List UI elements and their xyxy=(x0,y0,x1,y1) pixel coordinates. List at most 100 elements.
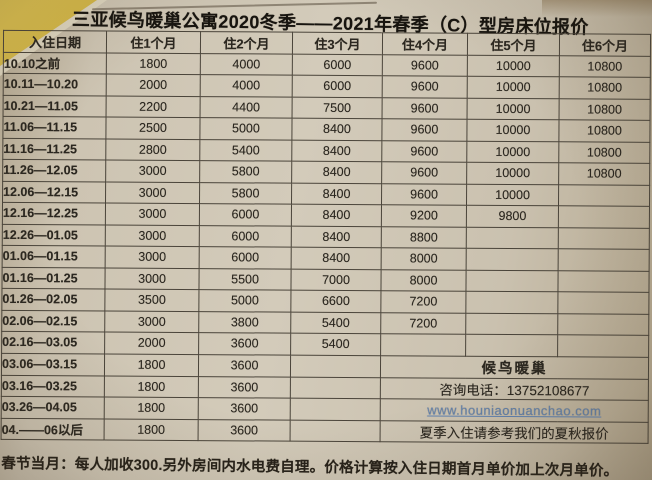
price-cell xyxy=(290,376,381,399)
date-cell: 12.26—01.05 xyxy=(2,223,106,247)
price-cell: 10000 xyxy=(466,119,560,142)
price-cell: 9600 xyxy=(381,140,467,163)
price-cell: 10800 xyxy=(559,55,651,78)
date-cell: 12.06—12.15 xyxy=(2,180,106,204)
price-cell: 7000 xyxy=(290,268,382,291)
price-cell: 10800 xyxy=(558,141,650,164)
price-cell: 9800 xyxy=(466,205,559,228)
price-cell: 9600 xyxy=(382,97,468,120)
price-cell: 9600 xyxy=(381,161,467,184)
date-cell: 02.06—02.15 xyxy=(1,309,105,333)
date-cell: 01.06—01.15 xyxy=(2,245,106,268)
price-cell: 10000 xyxy=(466,162,559,185)
column-header-3: 住2个月 xyxy=(200,31,293,54)
date-cell: 01.16—01.25 xyxy=(1,266,106,290)
price-cell xyxy=(557,334,649,357)
price-cell: 7200 xyxy=(380,312,466,335)
price-cell: 8800 xyxy=(381,226,467,249)
column-header-7: 住6个月 xyxy=(559,33,651,56)
price-cell: 3000 xyxy=(105,224,200,247)
price-cell: 4000 xyxy=(200,74,293,97)
price-cell: 3600 xyxy=(198,354,291,377)
top-right-shadow xyxy=(542,0,652,20)
price-cell: 5000 xyxy=(199,117,293,140)
price-table: 入住日期 住1个月 住2个月 住3个月 住4个月 住5个月 住6个月 10.10之前 1800 4… xyxy=(1,30,651,444)
price-cell: 1800 xyxy=(106,52,201,75)
price-cell: 2200 xyxy=(106,95,201,118)
price-cell: 8400 xyxy=(291,204,382,227)
price-cell: 6000 xyxy=(292,53,383,76)
price-cell xyxy=(557,291,649,314)
summer-season-note: 夏季入住请参考我们的夏秋报价 xyxy=(380,420,649,444)
price-cell: 10000 xyxy=(466,183,559,206)
price-cell: 10800 xyxy=(558,162,650,185)
price-cell: 6000 xyxy=(199,246,292,269)
price-cell xyxy=(290,398,381,421)
price-cell xyxy=(465,312,558,335)
date-cell: 03.06—03.15 xyxy=(1,352,105,376)
price-cell: 5400 xyxy=(199,139,292,162)
price-cell: 8000 xyxy=(380,269,467,292)
price-cell xyxy=(558,205,650,228)
website-link: www.houniaonuanchao.com xyxy=(380,398,649,422)
price-cell: 10800 xyxy=(558,119,651,142)
price-cell: 3000 xyxy=(105,203,200,226)
date-cell: 11.06—11.15 xyxy=(2,116,107,139)
price-cell: 3000 xyxy=(105,181,200,204)
price-cell xyxy=(290,419,381,442)
date-cell: 02.16—03.05 xyxy=(1,331,105,354)
price-cell: 3600 xyxy=(198,376,291,399)
price-cell: 2000 xyxy=(104,332,199,355)
price-cell: 1800 xyxy=(104,353,199,377)
price-cell xyxy=(557,270,650,293)
price-cell: 2800 xyxy=(105,138,200,161)
price-cell xyxy=(466,248,559,271)
price-cell: 10000 xyxy=(467,97,560,120)
column-header-4: 住3个月 xyxy=(292,32,383,55)
date-cell: 11.16—11.25 xyxy=(2,137,106,161)
price-cell xyxy=(290,354,381,378)
price-cell: 7500 xyxy=(292,96,383,119)
price-cell: 6000 xyxy=(292,75,383,98)
price-cell: 1800 xyxy=(104,375,199,398)
price-cell: 5500 xyxy=(198,268,292,291)
price-cell: 10800 xyxy=(559,76,651,99)
price-cell: 6000 xyxy=(199,203,292,226)
price-cell: 5800 xyxy=(199,182,292,205)
column-header-2: 住1个月 xyxy=(106,31,201,54)
price-cell: 5400 xyxy=(290,311,381,334)
price-cell: 9600 xyxy=(382,75,468,98)
date-cell: 11.26—12.05 xyxy=(2,159,106,182)
price-cell: 4400 xyxy=(200,96,293,119)
price-cell: 1800 xyxy=(104,418,199,441)
column-header-1: 入住日期 xyxy=(3,30,107,53)
price-cell: 8400 xyxy=(291,118,383,141)
price-cell: 8400 xyxy=(291,247,382,270)
price-cell: 4000 xyxy=(200,53,293,76)
phone-number: 咨询电话：13752108677 xyxy=(380,377,649,401)
price-cell: 9600 xyxy=(382,54,468,77)
price-cell: 9600 xyxy=(381,183,467,206)
price-cell: 8000 xyxy=(381,247,467,270)
date-cell: 12.16—12.25 xyxy=(2,202,106,225)
price-cell xyxy=(558,227,650,250)
price-cell xyxy=(465,334,558,357)
price-cell: 1800 xyxy=(104,397,199,420)
price-cell: 3000 xyxy=(105,246,200,269)
price-cell: 10000 xyxy=(466,140,559,163)
brand-name: 候鸟暖巢 xyxy=(380,355,649,379)
price-cell: 8400 xyxy=(291,139,382,162)
table-row: 04.——06以后 1800 3600 夏季入住请参考我们的夏秋报价 xyxy=(1,417,649,444)
price-cell xyxy=(558,184,650,207)
date-cell: 10.21—11.05 xyxy=(3,94,107,118)
price-cell: 3500 xyxy=(104,289,199,312)
date-cell: 03.26—04.05 xyxy=(1,396,105,419)
date-cell: 04.——06以后 xyxy=(1,417,105,441)
price-cell: 9200 xyxy=(381,204,467,227)
price-cell: 5800 xyxy=(199,160,292,183)
price-cell xyxy=(557,313,649,336)
price-cell: 3800 xyxy=(198,311,291,334)
date-cell: 10.11—10.20 xyxy=(3,73,107,96)
website-url-text: www.houniaonuanchao.com xyxy=(427,402,602,419)
